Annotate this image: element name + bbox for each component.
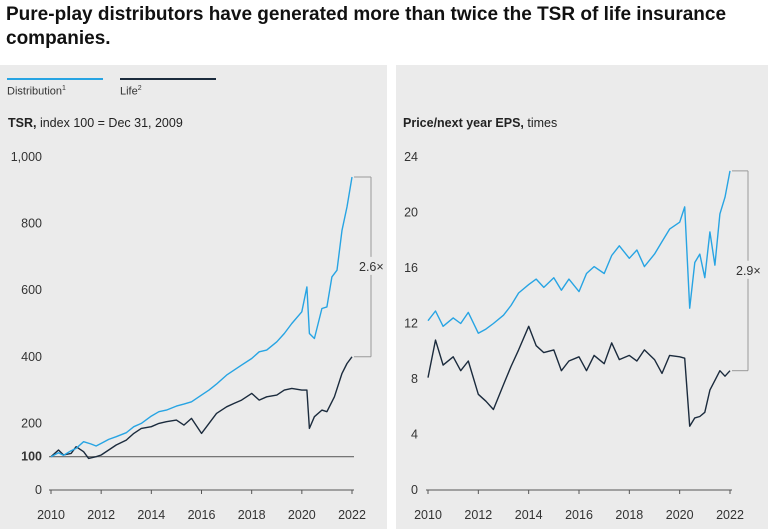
pe-y-tick-0: 0 [411,483,418,497]
tsr-y-tick-5: 800 [21,217,42,231]
tsr-series-distribution [50,176,353,458]
tsr-y-tick-3: 400 [21,350,42,364]
tsr-annotation: 2.6× [359,260,384,274]
chart-title: Pure-play distributors have generated mo… [6,4,727,49]
tsr-x-tick-3: 2016 [188,508,216,522]
tsr-series-life [50,356,353,460]
pe-x-tick-4: 2018 [615,508,643,522]
pe-x-tick-5: 2020 [666,508,694,522]
tsr-y-tick-0: 0 [35,483,42,497]
tsr-y-tick-1: 100 [21,450,42,464]
pe-y-tick-3: 12 [404,317,418,331]
tsr-x-tick-1: 2012 [87,508,115,522]
pe-y-tick-6: 24 [404,150,418,164]
pe-series-life [427,325,731,427]
legend-label-distribution: Distribution [7,85,63,98]
legend-item-distribution: Distribution1 [7,78,103,98]
legend-swatch-distribution [7,78,103,80]
tsr-x-tick-6: 2022 [338,508,366,522]
legend-label-life: Life [120,85,138,98]
pe-y-tick-4: 16 [404,261,418,275]
pe-subtitle-bold: Price/next year EPS, [403,116,524,130]
pe-x-tick-2: 2014 [515,508,543,522]
pe-series-distribution [427,170,731,334]
tsr-x-tick-5: 2020 [288,508,316,522]
pe-x-tick-1: 2012 [464,508,492,522]
legend-swatch-life [120,78,216,80]
pe-x-tick-3: 2016 [565,508,593,522]
legend-footnote-2: 2 [137,85,142,92]
tsr-x-tick-2: 2014 [137,508,165,522]
tsr-subtitle-bold: TSR, [8,116,37,130]
tsr-panel [0,65,387,529]
pe-annotation: 2.9× [736,264,761,278]
pe-x-tick-6: 2022 [716,508,744,522]
tsr-subtitle-rest: index 100 = Dec 31, 2009 [36,116,183,130]
pe-x-tick-0: 2010 [414,508,442,522]
tsr-y-tick-2: 200 [21,416,42,430]
pe-y-tick-2: 8 [411,372,418,386]
tsr-y-tick-4: 600 [21,283,42,297]
tsr-y-tick-6: 1,000 [11,150,42,164]
pe-subtitle: Price/next year EPS, times [403,116,557,130]
legend-footnote-1: 1 [62,85,66,92]
tsr-x-tick-4: 2018 [238,508,266,522]
legend-item-life: Life2 [120,78,216,98]
pe-subtitle-rest: times [523,116,558,130]
pe-panel [396,65,768,529]
pe-y-tick-1: 4 [411,428,418,442]
tsr-x-tick-0: 2010 [37,508,65,522]
tsr-subtitle: TSR, index 100 = Dec 31, 2009 [8,116,183,130]
pe-y-tick-5: 20 [404,206,418,220]
